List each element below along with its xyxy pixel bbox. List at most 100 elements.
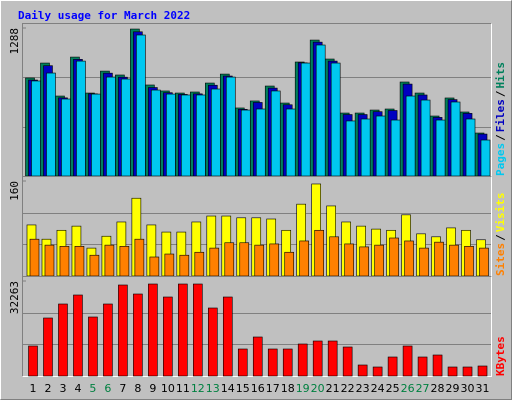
- legend: KBytes: [494, 336, 507, 376]
- x-tick-label: 30: [461, 382, 475, 395]
- bar: [121, 78, 131, 177]
- legend-entry: Files: [494, 99, 507, 132]
- bar: [314, 229, 324, 277]
- bar: [342, 346, 353, 377]
- bar: [134, 238, 145, 277]
- bar: [209, 247, 220, 277]
- x-tick-label: 26: [401, 382, 415, 395]
- bar: [91, 93, 101, 177]
- bar: [479, 247, 489, 277]
- bar: [375, 115, 386, 177]
- x-tick-label: 19: [296, 382, 310, 395]
- bar: [374, 244, 384, 277]
- bar: [432, 354, 443, 377]
- bevel: [22, 276, 492, 377]
- bar: [76, 60, 86, 177]
- bar: [387, 356, 398, 377]
- legend-entry: Sites: [494, 243, 507, 276]
- bar: [267, 348, 278, 377]
- bar: [239, 242, 250, 277]
- bar: [447, 366, 458, 377]
- x-tick-label: 16: [251, 382, 265, 395]
- x-tick-label: 10: [161, 382, 175, 395]
- x-tick-label: 2: [44, 382, 51, 395]
- bevel: [22, 23, 492, 177]
- bar: [237, 348, 248, 377]
- bar: [166, 93, 176, 177]
- bar: [329, 236, 339, 277]
- y-tick-label: 160: [8, 181, 21, 201]
- bar: [61, 98, 71, 177]
- bar: [133, 293, 143, 377]
- bar: [357, 364, 368, 377]
- x-tick-label: 25: [386, 382, 400, 395]
- bar: [465, 118, 476, 177]
- bar: [194, 251, 205, 277]
- x-tick-label: 14: [221, 382, 235, 395]
- bar: [269, 243, 280, 277]
- x-tick-label: 1: [29, 382, 36, 395]
- legend-entry: Visits: [494, 193, 507, 233]
- y-tick-label: 32263: [8, 281, 21, 314]
- bar: [480, 139, 491, 177]
- bar: [464, 246, 474, 277]
- legend: Sites /Visits: [494, 193, 507, 277]
- bar: [434, 241, 444, 277]
- bar: [477, 365, 488, 377]
- bevel: [22, 176, 492, 277]
- bar: [193, 283, 203, 377]
- bar: [255, 108, 266, 177]
- x-tick-label: 21: [326, 382, 340, 395]
- bar: [106, 76, 116, 177]
- bar: [300, 62, 311, 177]
- bar: [210, 88, 221, 177]
- x-tick-label: 6: [104, 382, 111, 395]
- bar: [207, 307, 218, 377]
- bar: [450, 101, 461, 177]
- legend-entry: Hits: [494, 62, 507, 89]
- bar: [163, 296, 173, 377]
- x-tick-label: 7: [119, 382, 126, 395]
- x-tick-label: 31: [476, 382, 490, 395]
- x-tick-label: 27: [416, 382, 430, 395]
- bar: [299, 240, 310, 277]
- bar: [29, 238, 40, 277]
- x-tick-label: 12: [191, 382, 205, 395]
- bar: [462, 366, 473, 377]
- x-tick-label: 23: [356, 382, 370, 395]
- bar: [435, 119, 446, 177]
- bar: [330, 62, 341, 177]
- bar: [151, 89, 161, 177]
- bar: [179, 254, 190, 277]
- bar: [136, 34, 146, 177]
- bar: [28, 345, 38, 377]
- bar: [312, 340, 323, 377]
- x-tick-label: 18: [281, 382, 295, 395]
- x-tick-label: 9: [149, 382, 156, 395]
- bevel: [22, 276, 492, 377]
- x-tick-label: 24: [371, 382, 385, 395]
- bar: [359, 246, 369, 277]
- chart-title: Daily usage for March 2022: [18, 9, 190, 22]
- bar: [119, 246, 130, 277]
- bar: [420, 99, 431, 177]
- bar: [148, 283, 158, 377]
- bar: [58, 303, 68, 377]
- bar: [284, 251, 295, 277]
- x-tick-label: 5: [89, 382, 96, 395]
- bar: [405, 95, 416, 177]
- y-tick-label: 1288: [8, 28, 21, 55]
- bar: [224, 242, 235, 277]
- x-tick-label: 29: [446, 382, 460, 395]
- bar: [402, 345, 413, 377]
- bar: [360, 118, 371, 177]
- x-tick-label: 11: [176, 382, 190, 395]
- bar: [417, 356, 428, 377]
- bar: [88, 316, 98, 377]
- legend-entry: Pages: [494, 143, 507, 176]
- x-tick-label: 8: [134, 382, 141, 395]
- bar: [389, 237, 399, 277]
- bar: [327, 340, 338, 377]
- bar: [178, 283, 188, 377]
- bar: [285, 108, 296, 177]
